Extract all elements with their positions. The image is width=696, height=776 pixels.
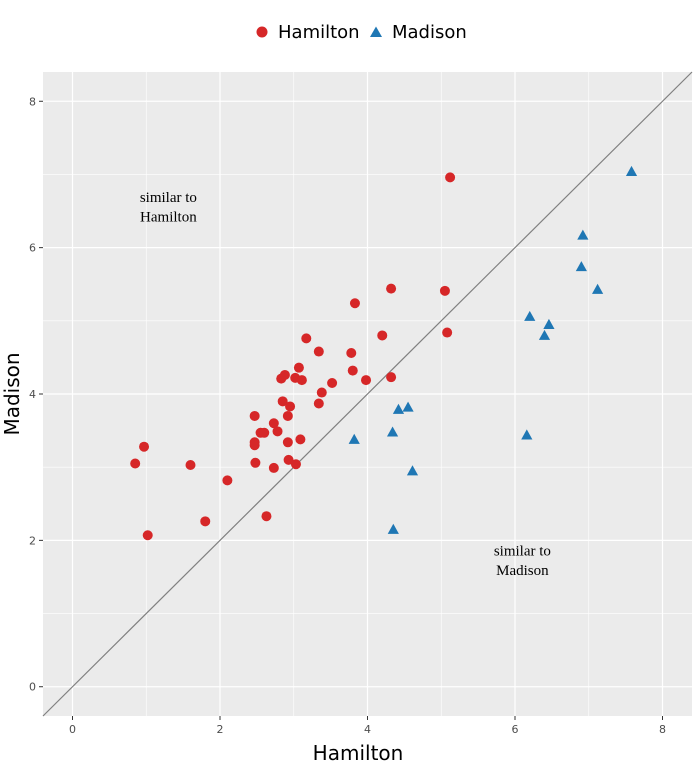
y-tick-label: 2 <box>29 534 36 547</box>
point-madison <box>524 310 536 321</box>
point-hamilton <box>272 426 283 437</box>
point-hamilton <box>346 348 357 359</box>
point-hamilton <box>285 401 296 412</box>
annotation-line: Madison <box>496 563 549 579</box>
point-hamilton <box>130 458 141 469</box>
annotation-line: similar to <box>140 190 197 206</box>
point-hamilton <box>200 516 211 527</box>
point-hamilton <box>142 530 153 541</box>
point-madison <box>348 433 360 444</box>
annotation-0: similar to Hamilton <box>140 190 197 226</box>
annotations: similar to Hamilton similar to Madison <box>140 190 551 579</box>
point-hamilton <box>268 462 279 473</box>
point-hamilton <box>442 327 453 338</box>
point-hamilton <box>316 387 327 398</box>
y-tick-label: 0 <box>29 681 36 694</box>
reference-line-group <box>42 71 693 717</box>
annotation-line: Hamilton <box>140 210 197 226</box>
point-hamilton <box>279 369 290 380</box>
point-madison <box>387 523 399 534</box>
point-madison <box>386 426 399 437</box>
point-hamilton <box>445 172 456 183</box>
y-tick-label: 4 <box>29 388 36 401</box>
y-axis-ticks: 0 2 4 6 8 <box>29 95 43 694</box>
point-madison <box>625 165 638 177</box>
reference-line <box>42 71 693 717</box>
point-hamilton <box>377 330 388 341</box>
y-tick-label: 8 <box>29 95 36 108</box>
point-madison <box>538 329 551 340</box>
x-tick-label: 2 <box>217 723 224 736</box>
point-hamilton <box>347 365 358 376</box>
point-hamilton <box>222 475 233 486</box>
x-axis-title: Hamilton <box>313 741 404 765</box>
y-tick-label: 6 <box>29 242 36 255</box>
point-hamilton <box>261 511 272 522</box>
y-axis-title: Madison <box>0 352 24 435</box>
x-tick-label: 0 <box>69 723 76 736</box>
point-madison <box>406 465 419 476</box>
point-hamilton <box>313 398 324 409</box>
legend-marker-madison <box>370 26 382 37</box>
x-tick-label: 4 <box>364 723 371 736</box>
x-tick-label: 6 <box>512 723 519 736</box>
point-madison <box>543 318 555 329</box>
point-hamilton <box>386 283 397 294</box>
point-hamilton <box>295 434 306 445</box>
point-hamilton <box>283 454 294 465</box>
point-madison <box>577 229 589 240</box>
legend: Hamilton Madison <box>256 22 467 43</box>
point-hamilton <box>259 427 270 438</box>
data-points <box>130 165 638 541</box>
point-hamilton <box>249 440 260 451</box>
point-hamilton <box>282 410 293 421</box>
x-axis-ticks: 0 2 4 6 8 <box>69 716 666 736</box>
point-hamilton <box>268 418 279 429</box>
point-hamilton <box>293 362 304 373</box>
legend-label-hamilton: Hamilton <box>278 22 360 43</box>
point-hamilton <box>349 298 360 309</box>
x-tick-label: 8 <box>659 723 666 736</box>
point-madison <box>592 283 604 294</box>
point-madison <box>402 401 414 412</box>
point-hamilton <box>185 459 196 470</box>
point-hamilton <box>439 285 450 296</box>
point-hamilton <box>250 457 261 468</box>
annotation-line: similar to <box>494 544 551 560</box>
point-hamilton <box>282 437 293 448</box>
point-hamilton <box>327 378 338 389</box>
point-hamilton <box>386 372 397 383</box>
point-hamilton <box>290 459 301 470</box>
point-madison <box>521 429 533 440</box>
point-hamilton <box>301 333 312 344</box>
point-hamilton <box>139 441 150 452</box>
point-hamilton <box>313 346 324 357</box>
point-hamilton <box>361 375 372 386</box>
point-madison <box>575 261 587 272</box>
legend-marker-hamilton <box>256 26 268 38</box>
annotation-1: similar to Madison <box>494 544 551 580</box>
point-hamilton <box>296 375 307 386</box>
legend-label-madison: Madison <box>392 22 467 43</box>
point-madison <box>392 403 405 414</box>
point-hamilton <box>249 410 260 421</box>
point-hamilton <box>277 396 288 407</box>
